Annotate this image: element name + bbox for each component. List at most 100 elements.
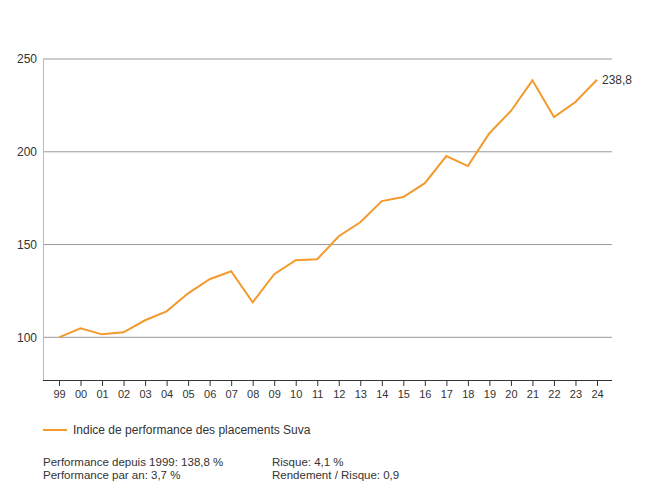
x-tick: 10 bbox=[290, 380, 302, 400]
x-tick-mark bbox=[317, 380, 318, 386]
x-tick: 04 bbox=[161, 380, 173, 400]
y-tick: 150 bbox=[17, 238, 43, 252]
x-tick-label: 17 bbox=[441, 388, 453, 400]
x-tick-label: 07 bbox=[226, 388, 238, 400]
x-tick-label: 04 bbox=[161, 388, 173, 400]
x-tick: 06 bbox=[204, 380, 216, 400]
y-tick-label: 200 bbox=[17, 145, 37, 159]
x-tick-label: 02 bbox=[118, 388, 130, 400]
y-tick: 100 bbox=[17, 331, 43, 345]
footnote: Performance depuis 1999: 138,8 % bbox=[43, 456, 223, 468]
x-tick-mark bbox=[489, 380, 490, 386]
x-tick-label: 05 bbox=[182, 388, 194, 400]
x-tick: 13 bbox=[355, 380, 367, 400]
x-tick: 99 bbox=[53, 380, 65, 400]
x-tick-label: 12 bbox=[333, 388, 345, 400]
x-tick: 21 bbox=[527, 380, 539, 400]
x-tick-label: 10 bbox=[290, 388, 302, 400]
data-label: 238,8 bbox=[602, 73, 632, 87]
x-tick-mark bbox=[468, 380, 469, 386]
x-tick-mark bbox=[597, 380, 598, 386]
x-tick-label: 06 bbox=[204, 388, 216, 400]
y-axis-line bbox=[43, 60, 44, 381]
x-tick: 16 bbox=[419, 380, 431, 400]
x-tick: 03 bbox=[139, 380, 151, 400]
x-tick-label: 16 bbox=[419, 388, 431, 400]
x-tick: 11 bbox=[312, 380, 323, 400]
y-tick: 250 bbox=[17, 52, 43, 66]
x-tick-label: 19 bbox=[484, 388, 496, 400]
x-tick-label: 13 bbox=[355, 388, 367, 400]
x-tick-mark bbox=[575, 380, 576, 386]
x-tick-label: 21 bbox=[527, 388, 539, 400]
x-tick-label: 08 bbox=[247, 388, 259, 400]
x-tick: 15 bbox=[398, 380, 410, 400]
x-tick-mark bbox=[403, 380, 404, 386]
x-tick: 19 bbox=[484, 380, 496, 400]
x-tick-mark bbox=[210, 380, 211, 386]
x-tick-label: 14 bbox=[376, 388, 388, 400]
x-tick: 00 bbox=[75, 380, 87, 400]
x-tick-label: 00 bbox=[75, 388, 87, 400]
x-axis-line bbox=[43, 380, 612, 381]
chart: 100 150 200 250 99 00 01 02 03 04 05 06 07 08 09 10 11 12… bbox=[0, 0, 650, 488]
x-tick-mark bbox=[102, 380, 103, 386]
x-tick: 24 bbox=[591, 380, 603, 400]
footnote: Risque: 4,1 % bbox=[272, 456, 344, 468]
x-tick-mark bbox=[124, 380, 125, 386]
grid bbox=[43, 59, 612, 337]
x-tick: 07 bbox=[226, 380, 238, 400]
x-tick-mark bbox=[274, 380, 275, 386]
y-axis: 100 150 200 250 bbox=[17, 52, 44, 380]
x-tick-label: 24 bbox=[591, 388, 603, 400]
x-tick-mark bbox=[253, 380, 254, 386]
x-tick-mark bbox=[446, 380, 447, 386]
x-tick: 23 bbox=[570, 380, 582, 400]
x-tick-mark bbox=[81, 380, 82, 386]
x-tick: 01 bbox=[96, 380, 108, 400]
x-tick-label: 22 bbox=[548, 388, 560, 400]
x-tick-label: 99 bbox=[53, 388, 65, 400]
x-tick: 18 bbox=[462, 380, 474, 400]
x-tick-mark bbox=[532, 380, 533, 386]
x-tick: 17 bbox=[441, 380, 453, 400]
x-tick: 20 bbox=[505, 380, 517, 400]
x-tick-mark bbox=[425, 380, 426, 386]
x-tick-label: 03 bbox=[139, 388, 151, 400]
x-tick: 08 bbox=[247, 380, 259, 400]
x-tick-mark bbox=[382, 380, 383, 386]
grid-line bbox=[43, 151, 612, 152]
y-tick: 200 bbox=[17, 145, 43, 159]
footnote: Rendement / Risque: 0,9 bbox=[272, 469, 399, 481]
y-tick-label: 250 bbox=[17, 52, 37, 66]
grid-line bbox=[43, 337, 612, 338]
grid-line bbox=[43, 59, 612, 60]
legend-swatch bbox=[43, 429, 67, 431]
x-tick: 12 bbox=[333, 380, 345, 400]
x-tick-label: 09 bbox=[269, 388, 281, 400]
x-tick-label: 20 bbox=[505, 388, 517, 400]
x-tick-label: 15 bbox=[398, 388, 410, 400]
x-tick-mark bbox=[167, 380, 168, 386]
x-tick-mark bbox=[188, 380, 189, 386]
x-tick: 02 bbox=[118, 380, 130, 400]
x-tick: 09 bbox=[269, 380, 281, 400]
legend-label: Indice de performance des placements Suv… bbox=[73, 423, 311, 437]
x-tick-label: 11 bbox=[312, 388, 323, 400]
x-tick-mark bbox=[231, 380, 232, 386]
x-tick-mark bbox=[296, 380, 297, 386]
x-tick-mark bbox=[59, 380, 60, 386]
y-tick-label: 100 bbox=[17, 331, 37, 345]
series-line bbox=[59, 80, 597, 338]
x-tick-mark bbox=[554, 380, 555, 386]
legend: Indice de performance des placements Suv… bbox=[43, 423, 311, 437]
x-tick-mark bbox=[511, 380, 512, 386]
x-tick-label: 01 bbox=[96, 388, 108, 400]
x-tick: 14 bbox=[376, 380, 388, 400]
plot-area bbox=[59, 80, 597, 338]
x-tick-mark bbox=[339, 380, 340, 386]
x-tick: 22 bbox=[548, 380, 560, 400]
grid-line bbox=[43, 244, 612, 245]
x-tick: 05 bbox=[182, 380, 194, 400]
y-tick-label: 150 bbox=[17, 238, 37, 252]
